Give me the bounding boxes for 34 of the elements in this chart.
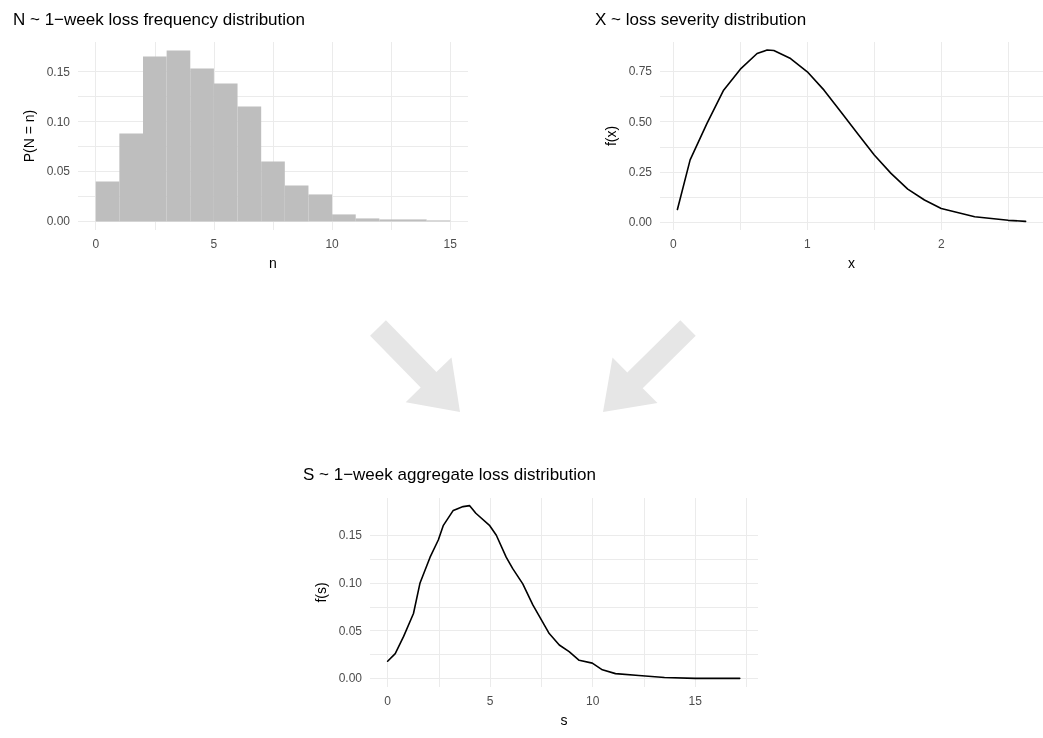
x-tick-label: 0 bbox=[384, 694, 392, 708]
x-tick-label: 10 bbox=[325, 237, 340, 251]
y-tick-label: 0.10 bbox=[46, 114, 71, 129]
x-tick-label: 5 bbox=[210, 237, 218, 251]
x-tick-label: 0 bbox=[670, 237, 678, 251]
y-tick-label: 0.10 bbox=[338, 575, 363, 590]
x-tick-label: 5 bbox=[486, 694, 494, 708]
x-tick-label: 15 bbox=[688, 694, 703, 708]
y-axis-title: f(x) bbox=[602, 125, 619, 147]
x-tick-label: 2 bbox=[937, 237, 945, 251]
line-series bbox=[386, 504, 741, 680]
chart-title: S ~ 1−week aggregate loss distribution bbox=[303, 465, 596, 484]
y-tick-label: 0.15 bbox=[338, 528, 363, 543]
y-tick-label: 0.00 bbox=[338, 671, 363, 686]
chart-title: X ~ loss severity distribution bbox=[595, 10, 807, 29]
y-tick-label: 0.00 bbox=[46, 214, 71, 229]
x-tick-label: 1 bbox=[803, 237, 811, 251]
y-tick-label: 0.00 bbox=[628, 215, 653, 230]
y-tick-label: 0.50 bbox=[628, 114, 653, 129]
y-tick-label: 0.25 bbox=[628, 164, 653, 179]
y-axis-title: f(s) bbox=[312, 582, 329, 603]
y-tick-label: 0.75 bbox=[628, 64, 653, 79]
x-tick-label: 10 bbox=[586, 694, 600, 708]
y-tick-label: 0.15 bbox=[46, 64, 71, 79]
chart-title: N ~ 1−week loss frequency distribution bbox=[13, 10, 305, 29]
y-tick-label: 0.05 bbox=[46, 164, 71, 179]
line-series bbox=[676, 49, 1027, 223]
x-axis-title: s bbox=[560, 712, 568, 728]
x-tick-label: 15 bbox=[443, 237, 458, 251]
y-tick-label: 0.05 bbox=[338, 623, 363, 638]
y-axis-title: P(N = n) bbox=[20, 109, 37, 163]
x-axis-title: x bbox=[848, 255, 855, 271]
x-tick-label: 0 bbox=[92, 237, 100, 251]
x-axis-title: n bbox=[269, 255, 277, 271]
